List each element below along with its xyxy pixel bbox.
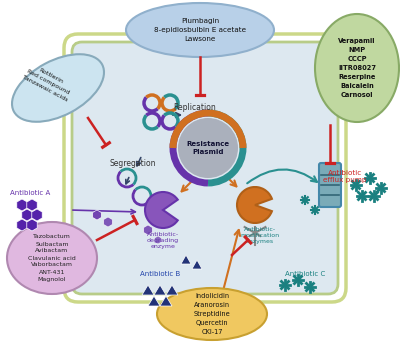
Polygon shape xyxy=(148,296,160,306)
Polygon shape xyxy=(17,199,27,211)
FancyBboxPatch shape xyxy=(319,163,341,207)
Ellipse shape xyxy=(126,3,274,57)
Ellipse shape xyxy=(315,14,399,122)
Polygon shape xyxy=(192,260,202,269)
Ellipse shape xyxy=(7,222,97,294)
Text: Indolicidin
Aranorosin
Streptidine
Quercetin
CKI-17: Indolicidin Aranorosin Streptidine Querc… xyxy=(194,293,230,335)
Circle shape xyxy=(178,118,238,178)
Polygon shape xyxy=(27,219,37,231)
Text: Antibiotic B: Antibiotic B xyxy=(140,271,180,277)
Polygon shape xyxy=(104,217,112,227)
Wedge shape xyxy=(237,187,272,223)
Text: Antibiotic-
modification
enzymes: Antibiotic- modification enzymes xyxy=(240,227,280,244)
Polygon shape xyxy=(166,285,178,295)
Polygon shape xyxy=(142,285,154,295)
Text: Antibiotic A: Antibiotic A xyxy=(10,190,50,196)
Text: Replication: Replication xyxy=(173,104,216,113)
Polygon shape xyxy=(22,209,32,221)
FancyBboxPatch shape xyxy=(72,42,338,294)
Polygon shape xyxy=(27,199,37,211)
Text: Tazobactum
Sulbactam
Avibactam
Clavulanic acid
Vaborbactam
ANT-431
Magnolol: Tazobactum Sulbactam Avibactam Clavulani… xyxy=(28,235,76,281)
Polygon shape xyxy=(160,296,172,306)
Polygon shape xyxy=(144,225,152,235)
Ellipse shape xyxy=(157,288,267,340)
Polygon shape xyxy=(154,285,166,295)
Polygon shape xyxy=(32,209,42,221)
Text: Resistance
Plasmid: Resistance Plasmid xyxy=(186,142,230,155)
Polygon shape xyxy=(93,210,101,220)
Text: Segregation: Segregation xyxy=(110,158,156,168)
Polygon shape xyxy=(154,236,162,244)
Ellipse shape xyxy=(12,54,104,122)
Polygon shape xyxy=(181,255,191,264)
Text: Rottlerin
Red compound
Tanzawaic acids: Rottlerin Red compound Tanzawaic acids xyxy=(21,62,75,102)
Text: Antibiotic-
degrading
enzyme: Antibiotic- degrading enzyme xyxy=(147,232,179,249)
Text: Antibiotic C: Antibiotic C xyxy=(285,271,325,277)
Text: Plumbagin
8-epidiosbulbin E acetate
Lawsone: Plumbagin 8-epidiosbulbin E acetate Laws… xyxy=(154,18,246,42)
Polygon shape xyxy=(17,219,27,231)
Text: Antibiotic
efflux pump: Antibiotic efflux pump xyxy=(323,170,367,183)
Text: Verapamil
NMP
CCCP
IITR08027
Reserpine
Baicalein
Carnosol: Verapamil NMP CCCP IITR08027 Reserpine B… xyxy=(338,38,376,98)
Wedge shape xyxy=(145,192,178,228)
